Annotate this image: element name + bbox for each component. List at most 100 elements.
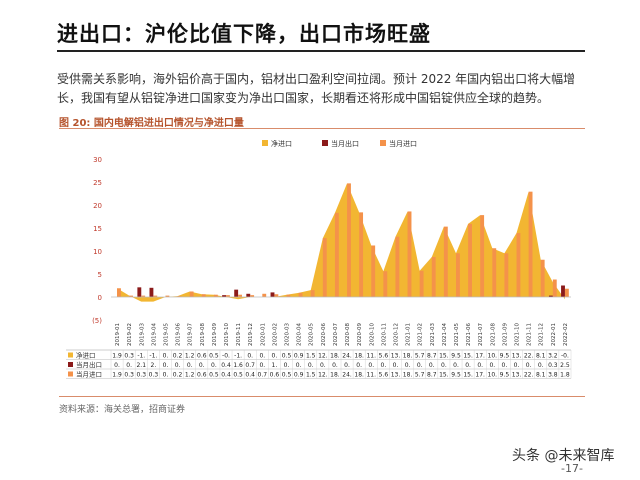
monthly-export-bar: [270, 292, 275, 297]
table-cell: 17.: [475, 372, 485, 379]
table-cell: 2.: [151, 362, 157, 369]
monthly-import-bar: [322, 238, 327, 297]
monthly-import-bar: [165, 295, 170, 297]
table-cell: 5.6: [379, 353, 389, 360]
table-cell: 18.: [403, 353, 413, 360]
monthly-import-bar: [359, 212, 364, 297]
source-note: 资料来源：海关总署，招商证券: [59, 405, 186, 415]
table-cell: 0.9: [294, 372, 304, 379]
table-cell: 0.2: [173, 372, 183, 379]
table-cell: 22.: [524, 372, 534, 379]
table-cell: 18.: [330, 353, 340, 360]
y-tick-label: (5): [92, 317, 102, 325]
monthly-import-bar: [226, 295, 230, 297]
table-cell: 1.: [272, 362, 278, 369]
x-tick-label: 2020-09: [357, 323, 363, 346]
table-cell: 2.5: [560, 362, 570, 369]
monthly-import-bar: [250, 295, 255, 297]
table-cell: 13.: [512, 353, 522, 360]
monthly-import-bar: [492, 248, 497, 297]
table-cell: 0.4: [245, 372, 255, 379]
table-cell: 8.7: [427, 353, 437, 360]
x-tick-label: 2020-03: [285, 323, 291, 346]
figure-top-rule: [59, 128, 585, 129]
monthly-export-bar: [234, 289, 239, 297]
y-tick-label: 15: [93, 225, 102, 233]
x-tick-label: 2021-12: [539, 323, 545, 346]
table-cell: 12.: [318, 372, 328, 379]
table-cell: 15.: [439, 353, 449, 360]
y-tick-label: 0: [98, 294, 102, 302]
table-cell: 0.: [187, 362, 193, 369]
table-cell: 0.: [163, 353, 169, 360]
table-cell: 5.7: [415, 372, 425, 379]
monthly-export-bar: [137, 287, 142, 297]
table-cell: 5.6: [379, 372, 389, 379]
x-tick-label: 2019-01: [115, 323, 121, 346]
monthly-import-bar: [238, 294, 242, 297]
table-cell: -1.: [149, 353, 157, 360]
data-table: 净进口 1.9 0.3 -1. -1. 0. 0.2 1.2 0.6 0.5 -0. -1. 0. 0. 0…: [66, 349, 572, 379]
x-tick-label: 2021-03: [430, 323, 436, 346]
x-tick-label: 2020-11: [381, 323, 387, 346]
table-cell: 0.: [163, 372, 169, 379]
monthly-import-bar: [298, 292, 303, 297]
figure-bottom-rule: [59, 396, 585, 397]
monthly-import-bar: [310, 290, 315, 297]
table-cell: 15.: [439, 372, 449, 379]
y-tick-label: 25: [93, 179, 102, 187]
table-cell: 0.2: [173, 353, 183, 360]
table-row-label: 净进口: [76, 351, 96, 360]
table-cell: 0.: [514, 362, 520, 369]
table-cell: 0.9: [294, 353, 304, 360]
monthly-import-bar: [189, 291, 194, 297]
table-cell: 0.: [417, 362, 423, 369]
x-tick-label: 2021-07: [478, 323, 484, 346]
table-cell: 0.: [296, 362, 302, 369]
y-tick-label: 20: [93, 202, 102, 210]
table-cell: 8.1: [536, 353, 546, 360]
legend-label: 净进口: [271, 139, 292, 148]
table-cell: -0.: [561, 353, 569, 360]
table-cell: 15.: [463, 372, 473, 379]
table-cell: 0.: [502, 362, 508, 369]
table-cell: 13.: [391, 372, 401, 379]
table-cell: 3.2: [548, 353, 558, 360]
table-cell: 18.: [354, 372, 364, 379]
table-cell: 18.: [330, 372, 340, 379]
net-import-area: [117, 183, 565, 302]
table-cell: 22.: [524, 353, 534, 360]
table-cell: 9.5: [451, 372, 461, 379]
table-cell: 1.8: [560, 372, 570, 379]
monthly-export-bar: [149, 287, 154, 297]
table-cell: 0.: [332, 362, 338, 369]
x-tick-label: 2020-07: [333, 323, 339, 346]
plot-area: [117, 183, 569, 302]
monthly-import-bar: [141, 295, 146, 297]
table-cell: 1.9: [112, 372, 122, 379]
table-cell: 0.: [489, 362, 495, 369]
x-tick-label: 2021-09: [502, 323, 508, 346]
monthly-export-bar: [561, 285, 565, 297]
table-cell: 5.7: [415, 353, 425, 360]
x-tick-label: 2019-06: [176, 323, 182, 346]
x-tick-label: 2021-04: [442, 323, 448, 346]
table-cell: 0.: [477, 362, 483, 369]
table-cell: 0.: [453, 362, 459, 369]
table-cell: 0.: [163, 362, 169, 369]
table-cell: 1.2: [185, 353, 195, 360]
legend-swatch: [380, 140, 386, 146]
table-cell: 15.: [463, 353, 473, 360]
monthly-import-bar: [564, 288, 569, 297]
monthly-import-bar: [201, 294, 206, 297]
table-cell: 11.: [366, 372, 376, 379]
table-cell: 0.: [199, 362, 205, 369]
table-cell: 0.5: [209, 372, 219, 379]
monthly-import-bar: [177, 296, 182, 297]
table-cell: 0.: [247, 353, 253, 360]
table-cell: 0.6: [270, 372, 280, 379]
table-row-swatch: [68, 362, 73, 367]
table-cell: 0.: [526, 362, 532, 369]
figure-caption: 图 20: 国内电解铝进出口情况与净进口量: [59, 118, 244, 129]
table-cell: 1.6: [233, 362, 243, 369]
